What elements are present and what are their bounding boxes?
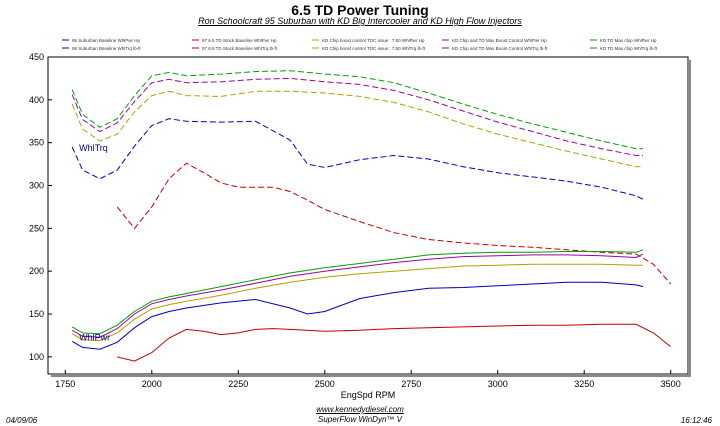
chart-legend: 95 Suburban Baseline WhlPwr Hp 95 Suburba… [62,38,658,51]
y-tick-label: 250 [29,223,44,233]
chart-annotations: WhlTrq WhlPwr [79,143,110,342]
x-tick-label: 2750 [401,379,421,389]
legend-entry: KD TD Max chip WhlTrq lb-ft [600,46,658,51]
chart-axes: 100 150 200 250 300 350 400 450 1750 2000 2250 2500… [29,52,681,389]
footer-date: 04/09/06 [6,416,38,425]
series-line-8 [71,281,644,350]
y-tick-label: 100 [29,352,44,362]
legend-entry: KD Chip boost control TOC issue : 7.50 W… [322,46,426,51]
footer-url[interactable]: www.kennedydiesel.com [316,405,404,414]
legend-entry: KD Chip and TD Max Boost Control WhlPwr … [452,38,547,43]
x-tick-label: 2000 [142,379,162,389]
series-line-0 [71,70,643,150]
legend-entry: 95 Suburban Baseline WhlPwr Hp [72,38,141,43]
legend-entry: KD Chip boost control TOC issue : 7.50 W… [322,38,425,43]
x-tick-label: 3250 [574,379,594,389]
page-subtitle: Ron Schoolcraft 95 Suburban with KD Big … [198,16,522,26]
plot-frame [47,56,689,375]
y-tick-label: 150 [29,309,44,319]
annotation-label: WhlPwr [79,333,110,343]
x-tick-label: 1750 [55,379,75,389]
series-line-5 [71,249,644,335]
series-line-4 [116,162,672,285]
series-line-1 [71,77,643,156]
series-line-3 [71,118,644,200]
plot-frame-shadow [688,60,691,377]
y-tick-label: 400 [29,95,44,105]
x-tick-label: 3000 [488,379,508,389]
plot-frame-shadow-bottom [51,374,691,377]
y-tick-label: 350 [29,138,44,148]
annotation-label: WhlTrq [79,143,108,153]
legend-entry: 97 6.5 TD Stock Baseline WhlTrq lb-ft [202,46,278,51]
series-line-6 [71,253,644,338]
series-line-9 [117,323,672,362]
x-tick-label: 2500 [315,379,335,389]
legend-entry: 97 6.5 TD Stock Baseline WhlPwr Hp [202,38,277,43]
y-tick-label: 300 [29,181,44,191]
legend-entry: KD TD Max chip WhlPwr Hp [600,38,657,43]
x-axis-label: EngSpd RPM [341,390,396,400]
chart-series [71,70,672,362]
y-tick-label: 450 [29,52,44,62]
page-title: 6.5 TD Power Tuning [291,2,429,18]
legend-entry: KD Chip and TD Max Boost Control WhlTrq … [452,46,548,51]
series-line-2 [71,90,643,168]
y-tick-label: 200 [29,266,44,276]
x-tick-label: 2250 [228,379,248,389]
footer-time: 16:12:46 [680,416,712,425]
footer-software: SuperFlow WinDyn™ V [318,415,402,424]
series-line-7 [71,263,643,342]
legend-entry: 95 Suburban Baseline WhlTrq lb-ft [72,46,141,51]
x-tick-label: 3500 [661,379,681,389]
